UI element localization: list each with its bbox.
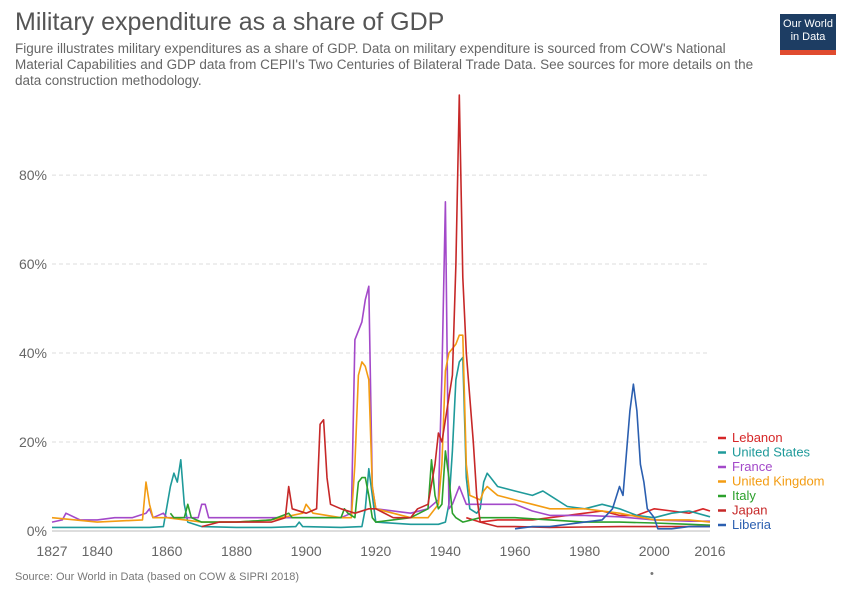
y-axis-ticks: 0% 20% 40% 60% 80% [19, 167, 47, 539]
legend-label: United States [732, 445, 811, 460]
chart-grid [52, 174, 710, 532]
series-line-liberia[interactable] [514, 383, 710, 530]
y-tick-label: 80% [19, 167, 47, 183]
legend-label: France [732, 459, 772, 474]
legend-item-japan[interactable]: Japan [718, 503, 767, 518]
legend-item-italy[interactable]: Italy [718, 488, 756, 503]
legend-label: United Kingdom [732, 474, 825, 489]
series-line-japan[interactable] [201, 94, 710, 529]
legend-item-liberia[interactable]: Liberia [718, 517, 772, 532]
x-tick-label: 1960 [499, 543, 530, 559]
x-tick-label: 1840 [82, 543, 113, 559]
legend-label: Lebanon [732, 430, 783, 445]
x-tick-label: 1860 [151, 543, 182, 559]
x-tick-label: 1980 [569, 543, 600, 559]
x-axis-ticks: 1827 1840 1860 1880 1900 1920 1940 1960 1980 2000… [36, 543, 725, 559]
source-note: Source: Our World in Data (based on COW … [15, 571, 300, 583]
x-tick-label: 1920 [360, 543, 391, 559]
y-tick-label: 40% [19, 345, 47, 361]
legend-item-lebanon[interactable]: Lebanon [718, 430, 783, 445]
legend-label: Japan [732, 503, 767, 518]
owid-logo[interactable]: Our World in Data [780, 14, 836, 55]
x-tick-label: 1940 [430, 543, 461, 559]
y-tick-label: 0% [27, 523, 47, 539]
x-tick-label: 1827 [36, 543, 67, 559]
logo-line-1: Our World [783, 18, 833, 30]
series-line-france[interactable] [51, 201, 710, 523]
x-tick-label: 2016 [694, 543, 725, 559]
x-tick-label: 2000 [639, 543, 670, 559]
x-tick-label: 1880 [221, 543, 252, 559]
legend-item-france[interactable]: France [718, 459, 772, 474]
legend-label: Liberia [732, 517, 772, 532]
y-tick-label: 60% [19, 256, 47, 272]
legend-item-united-kingdom[interactable]: United Kingdom [718, 474, 825, 489]
chart-subtitle: Figure illustrates military expenditures… [15, 41, 754, 88]
y-tick-label: 20% [19, 434, 47, 450]
series-lines [51, 94, 711, 530]
footer-dot: • [650, 568, 654, 580]
x-tick-label: 1900 [291, 543, 322, 559]
logo-line-2: in Data [790, 31, 826, 43]
legend-label: Italy [732, 488, 756, 503]
series-line-united-kingdom[interactable] [51, 334, 711, 523]
legend-item-united-states[interactable]: United States [718, 445, 811, 460]
series-line-italy[interactable] [169, 450, 711, 526]
chart-title: Military expenditure as a share of GDP [15, 8, 445, 36]
